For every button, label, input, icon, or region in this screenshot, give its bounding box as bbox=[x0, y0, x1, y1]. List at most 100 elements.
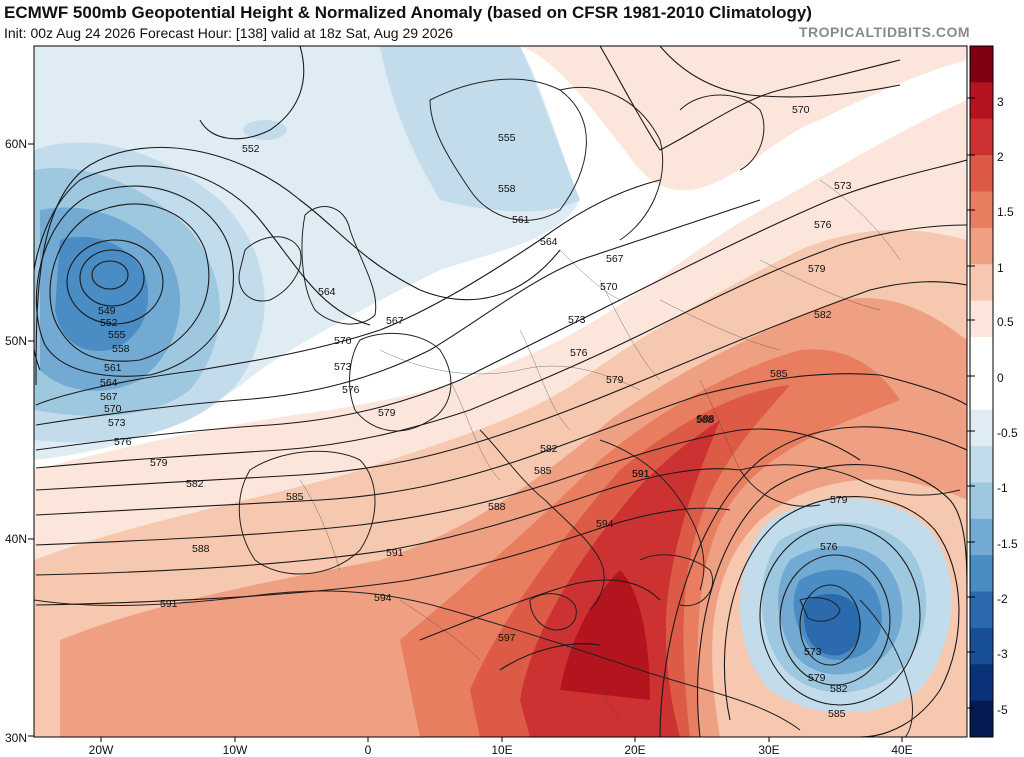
contour-label: 585 bbox=[286, 491, 304, 503]
colorbar-swatch bbox=[970, 191, 993, 229]
colorbar-swatches bbox=[970, 46, 993, 738]
contour-label: 579 bbox=[808, 263, 826, 275]
colorbar-swatch bbox=[970, 627, 993, 665]
contour-label: 576 bbox=[342, 384, 360, 396]
lon-label-30e: 30E bbox=[758, 743, 779, 757]
lon-label-0: 0 bbox=[365, 743, 372, 757]
contour-label: 576 bbox=[570, 347, 588, 359]
colorbar-label: 2 bbox=[997, 150, 1004, 164]
lon-label-10e: 10E bbox=[491, 743, 512, 757]
colorbar-label: 1 bbox=[997, 261, 1004, 275]
colorbar-ticks bbox=[967, 97, 975, 709]
contour-label: 567 bbox=[386, 315, 404, 327]
contour-label: 570 bbox=[104, 403, 122, 415]
contour-label: 555 bbox=[108, 329, 126, 341]
colorbar-swatch bbox=[970, 555, 993, 593]
contour-label: 570 bbox=[792, 104, 810, 116]
contour-label: 555 bbox=[498, 132, 516, 144]
map-panel: 552 549 552 555 558 561 564 567 570 573 … bbox=[34, 46, 967, 737]
colorbar-swatch bbox=[970, 118, 993, 156]
contour-label: 579 bbox=[808, 672, 826, 684]
contour-label: 561 bbox=[512, 214, 530, 226]
colorbar-label: -1.5 bbox=[997, 537, 1018, 551]
colorbar-label: 0.5 bbox=[997, 315, 1014, 329]
lat-label-30n: 30N bbox=[5, 731, 27, 745]
contour-label: 573 bbox=[568, 314, 586, 326]
contour-label: 579 bbox=[830, 494, 848, 506]
contour-label: 588 bbox=[697, 413, 715, 425]
contour-label: 582 bbox=[186, 478, 204, 490]
contour-label: 585 bbox=[828, 708, 846, 720]
colorbar-swatch bbox=[970, 264, 993, 302]
colorbar-label: 0 bbox=[997, 371, 1004, 385]
map-frame bbox=[33, 45, 968, 738]
contour-label: 579 bbox=[606, 374, 624, 386]
negative-anomaly-shading bbox=[34, 46, 952, 713]
contour-label: 576 bbox=[820, 541, 838, 553]
lat-label-40n: 40N bbox=[5, 532, 27, 546]
colorbar-label: 3 bbox=[997, 95, 1004, 109]
lon-label-10w: 10W bbox=[223, 743, 248, 757]
colorbar: 3 2 1.5 1 0.5 0 -0.5 -1 -1.5 -2 -3 -5 bbox=[967, 45, 1018, 738]
contour-label: 573 bbox=[834, 180, 852, 192]
colorbar-swatch bbox=[970, 518, 993, 556]
contour-label: 558 bbox=[498, 183, 516, 195]
lat-label-60n: 60N bbox=[5, 137, 27, 151]
contour-label: 585 bbox=[534, 465, 552, 477]
contour-label: 567 bbox=[100, 391, 118, 403]
contour-label: 579 bbox=[150, 457, 168, 469]
contour-label: 564 bbox=[540, 236, 558, 248]
colorbar-swatch bbox=[970, 46, 993, 83]
map-title: ECMWF 500mb Geopotential Height & Normal… bbox=[4, 3, 812, 22]
contour-label: 588 bbox=[192, 543, 210, 555]
contour-label: 588 bbox=[488, 501, 506, 513]
lat-label-50n: 50N bbox=[5, 334, 27, 348]
colorbar-label: -5 bbox=[997, 703, 1008, 717]
contour-label: 591 bbox=[632, 468, 650, 480]
colorbar-swatch bbox=[970, 482, 993, 520]
contour-label: 597 bbox=[498, 632, 516, 644]
contour-label: 594 bbox=[596, 518, 614, 530]
latitude-axis: 60N 50N 40N 30N bbox=[5, 137, 34, 745]
contour-label: 594 bbox=[374, 592, 392, 604]
header: ECMWF 500mb Geopotential Height & Normal… bbox=[0, 0, 1024, 46]
positive-anomaly-shading bbox=[34, 46, 967, 737]
height-contours bbox=[34, 46, 967, 737]
colorbar-swatch bbox=[970, 155, 993, 192]
contour-label: 585 bbox=[770, 368, 788, 380]
contour-label: 582 bbox=[814, 309, 832, 321]
contour-label: 567 bbox=[606, 253, 624, 265]
colorbar-swatch bbox=[970, 446, 993, 483]
contour-label: 582 bbox=[540, 443, 558, 455]
colorbar-label: -2 bbox=[997, 592, 1008, 606]
colorbar-label: -3 bbox=[997, 647, 1008, 661]
contour-label: 564 bbox=[100, 377, 118, 389]
colorbar-swatch bbox=[970, 591, 993, 629]
lon-label-20e: 20E bbox=[624, 743, 645, 757]
colorbar-swatch bbox=[970, 373, 993, 411]
lon-label-40e: 40E bbox=[891, 743, 912, 757]
longitude-axis: 20W 10W 0 10E 20E 30E 40E bbox=[89, 737, 913, 757]
contour-label: 549 bbox=[98, 305, 116, 317]
contour-label: 552 bbox=[242, 143, 260, 155]
coastlines bbox=[34, 78, 961, 737]
contour-label: 570 bbox=[334, 335, 352, 347]
site-credit[interactable]: TROPICALTIDBITS.COM bbox=[798, 24, 970, 40]
colorbar-frame bbox=[969, 45, 994, 738]
contour-label: 552 bbox=[100, 317, 118, 329]
contour-label: 591 bbox=[632, 468, 650, 480]
contour-label: 558 bbox=[112, 343, 130, 355]
contour-label: 564 bbox=[318, 286, 336, 298]
contour-label: 576 bbox=[114, 436, 132, 448]
contour-label: 588 bbox=[696, 414, 714, 426]
colorbar-swatch bbox=[970, 300, 993, 338]
contour-label-layer: 552 549 552 555 558 561 564 567 570 573 … bbox=[98, 104, 852, 720]
contour-label: 576 bbox=[814, 219, 832, 231]
colorbar-swatch bbox=[970, 700, 993, 738]
lon-label-20w: 20W bbox=[89, 743, 114, 757]
contour-label: 573 bbox=[804, 646, 822, 658]
colorbar-swatch bbox=[970, 664, 993, 702]
colorbar-label: -1 bbox=[997, 481, 1008, 495]
contour-label: 579 bbox=[378, 407, 396, 419]
